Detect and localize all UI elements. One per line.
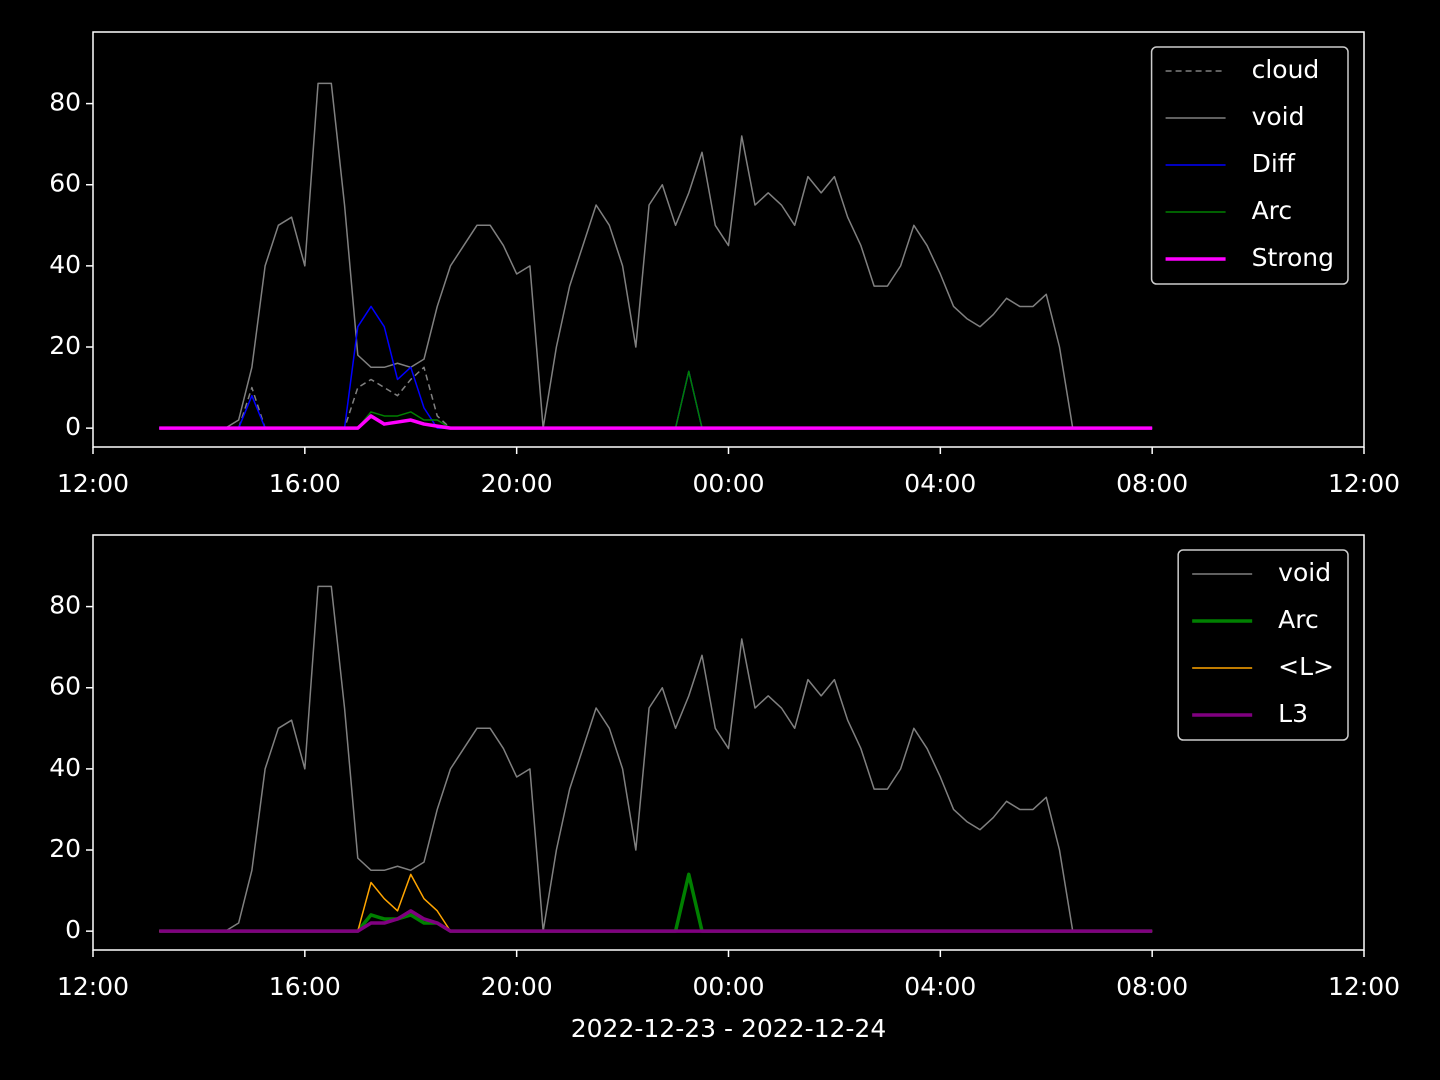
- legend-label: void: [1252, 102, 1305, 131]
- y-tick-label: 40: [49, 250, 81, 279]
- y-tick-label: 60: [49, 169, 81, 198]
- legend-label: Strong: [1252, 243, 1334, 272]
- legend-box: [1177, 549, 1349, 741]
- x-tick-label: 04:00: [904, 469, 976, 498]
- legend-label: <L>: [1278, 652, 1334, 681]
- legend: void Arc <L> L3: [1177, 549, 1349, 741]
- y-tick-label: 40: [49, 753, 81, 782]
- legend-label: L3: [1278, 699, 1308, 728]
- y-tick-label: 20: [49, 331, 81, 360]
- subplot: 0 20 40 60 80 12:00 16:00 20:00 00:00 04:00 08:00 1…: [49, 534, 1400, 1043]
- x-tick-label: 04:00: [904, 972, 976, 1001]
- x-tick-label: 12:00: [57, 972, 129, 1001]
- x-tick-label: 08:00: [1116, 972, 1188, 1001]
- legend-label: Diff: [1252, 149, 1296, 178]
- axes-frame: [92, 31, 1365, 448]
- y-tick-label: 20: [49, 834, 81, 863]
- x-tick-label: 20:00: [481, 469, 553, 498]
- series-line: [159, 414, 1153, 430]
- x-tick-label: 16:00: [269, 469, 341, 498]
- x-tick-label: 20:00: [481, 972, 553, 1001]
- legend-label: Arc: [1252, 196, 1293, 225]
- legend-label: cloud: [1252, 55, 1320, 84]
- x-tick-label: 16:00: [269, 972, 341, 1001]
- x-axis-label: 2022-12-23 - 2022-12-24: [571, 1014, 887, 1043]
- y-tick-label: 80: [49, 88, 81, 117]
- x-tick-label: 08:00: [1116, 469, 1188, 498]
- legend-label: void: [1278, 558, 1331, 587]
- y-tick-label: 0: [65, 412, 81, 441]
- y-tick-label: 80: [49, 591, 81, 620]
- legend: cloud void Diff Arc Strong: [1150, 46, 1349, 285]
- x-tick-label: 00:00: [692, 469, 764, 498]
- x-tick-label: 12:00: [1328, 469, 1400, 498]
- legend-label: Arc: [1278, 605, 1319, 634]
- series-line: [159, 585, 1153, 932]
- axes-frame: [92, 534, 1365, 951]
- y-tick-label: 60: [49, 672, 81, 701]
- y-tick-label: 0: [65, 915, 81, 944]
- subplot: 0 20 40 60 80 12:00 16:00 20:00 00:00 04:00 08:00 1…: [49, 31, 1400, 498]
- series-line: [159, 82, 1153, 429]
- x-tick-label: 12:00: [57, 469, 129, 498]
- x-tick-label: 00:00: [692, 972, 764, 1001]
- legend-box: [1150, 46, 1349, 285]
- x-tick-label: 12:00: [1328, 972, 1400, 1001]
- series-line: [159, 909, 1153, 933]
